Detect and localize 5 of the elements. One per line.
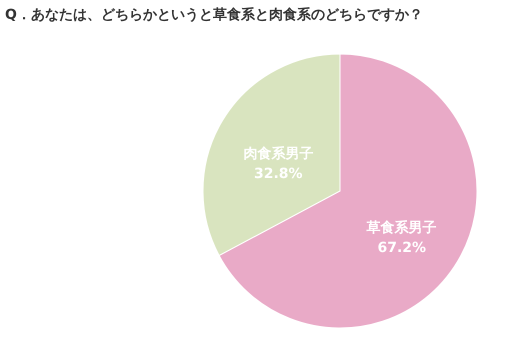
slice-label: 草食系男子 bbox=[366, 220, 437, 236]
data-label: 32.8% bbox=[254, 166, 303, 182]
chart-title: Q．あなたは、どちらかというと草食系と肉食系のどちらですか？ bbox=[5, 7, 423, 23]
slice-label: 肉食系男子 bbox=[243, 146, 314, 162]
data-label: 67.2% bbox=[377, 240, 426, 256]
